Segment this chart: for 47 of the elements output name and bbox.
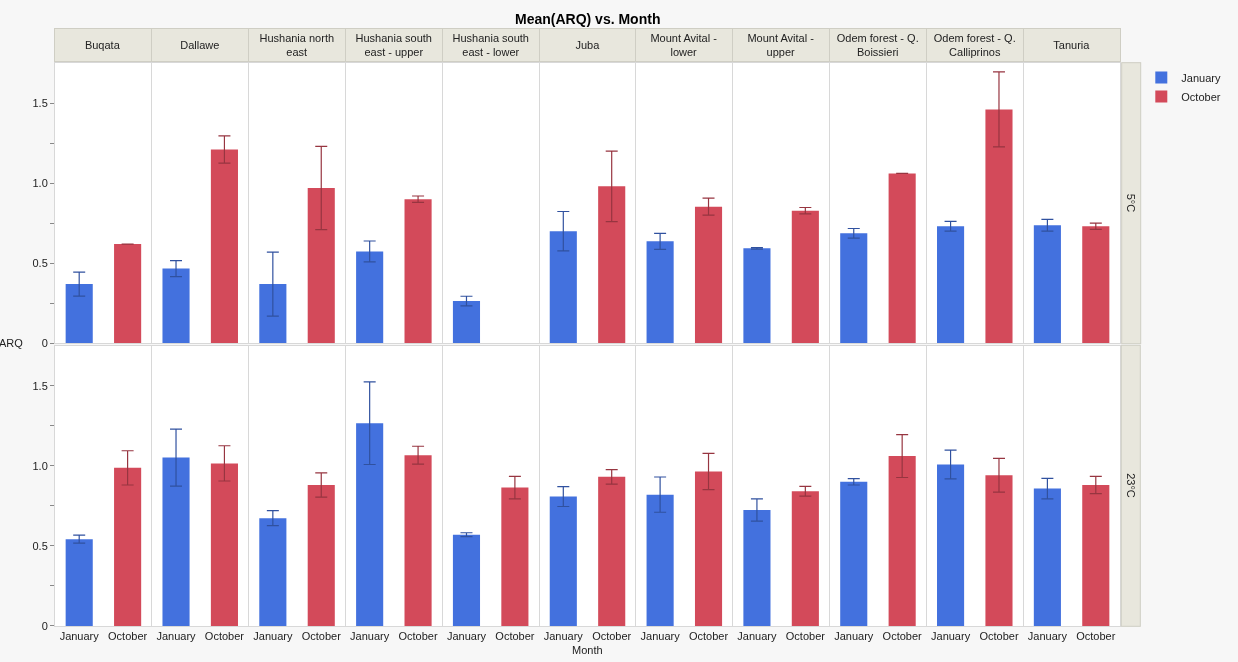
text: October <box>785 630 825 643</box>
x-tick-label: Odem forest - Q. Calliprinos <box>933 31 1016 59</box>
y-tick-label: 0 <box>41 619 48 632</box>
x-tick-label: Hushania south east - lower <box>452 31 529 59</box>
text: 23°C <box>1124 473 1137 498</box>
x-tick-label: Odem forest - Q. Boissieri <box>836 31 919 59</box>
x-tick-label: Mount Avital - lower <box>650 31 718 59</box>
legend-label: October <box>1181 90 1221 103</box>
text: January <box>1027 630 1067 643</box>
x-tick-label: Hushania north east <box>259 31 335 59</box>
series-label: January <box>59 630 100 643</box>
text: October <box>301 630 341 643</box>
text: January <box>156 630 196 643</box>
text: October <box>592 630 632 643</box>
text: October <box>108 630 148 643</box>
text: January <box>446 630 487 643</box>
x-tick-label: Mount Avital - upper <box>747 31 815 59</box>
y-tick-label: 0 <box>41 337 48 350</box>
x-tick-label: Buqata <box>84 39 121 51</box>
text: January <box>253 630 293 643</box>
y-tick-label: 0.5 <box>32 539 48 552</box>
text: January <box>640 630 680 643</box>
series-label: October <box>204 630 245 643</box>
y-tick-label: 0.5 <box>32 257 48 270</box>
y-tick-label: 1.5 <box>32 379 48 392</box>
text: January <box>931 630 971 643</box>
text: 5°C <box>1125 193 1138 213</box>
x-tick-label: Hushania south east - upper <box>355 31 432 59</box>
x-tick-label: Dallawe <box>180 39 220 51</box>
text: October <box>398 630 438 643</box>
y-tick-label: 1.0 <box>32 177 48 190</box>
text: January <box>834 630 874 643</box>
text: October <box>979 630 1019 643</box>
x-axis-title: Month <box>572 644 603 656</box>
text: January <box>350 630 390 643</box>
legend-label: January <box>1181 71 1221 84</box>
x-tick-label: Juba <box>575 39 601 51</box>
chart-title: Mean(ARQ) vs. Month <box>515 11 661 27</box>
text: October <box>1076 630 1116 643</box>
text: January <box>737 630 777 643</box>
y-tick-label: 1.5 <box>32 96 48 109</box>
text: October <box>688 630 729 643</box>
text: January <box>543 630 583 643</box>
text: October <box>882 630 922 643</box>
x-tick-label: Tanuria <box>1053 39 1091 51</box>
text: October <box>495 630 535 643</box>
y-tick-label: 1.0 <box>32 459 48 472</box>
